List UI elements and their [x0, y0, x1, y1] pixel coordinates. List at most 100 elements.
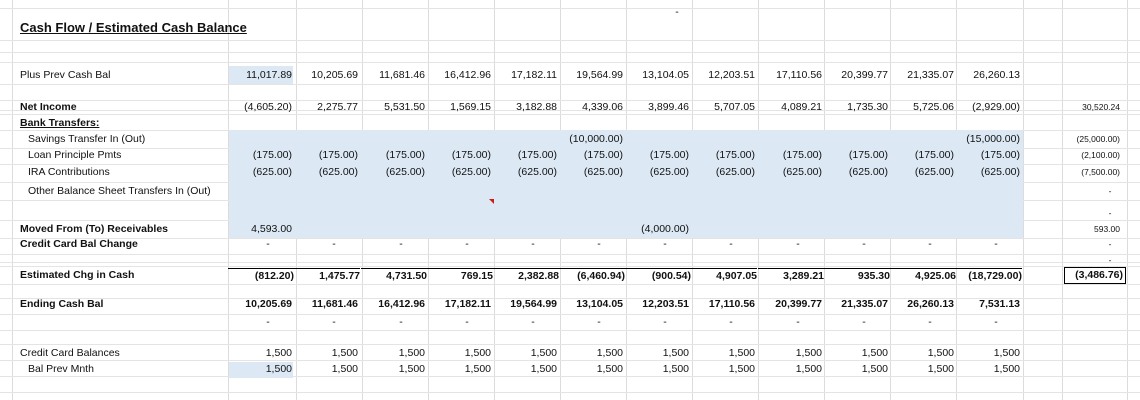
total-loan-principle[interactable]: (2,100.00)	[1081, 150, 1120, 160]
cell-prev-cash-bal-m1[interactable]: 11,017.89	[246, 69, 292, 81]
cell-ending-cash-m9[interactable]: 20,399.77	[775, 298, 822, 310]
cell-loan-principle-m8[interactable]: (175.00)	[715, 149, 755, 161]
cell-net-income-m3[interactable]: 5,531.50	[384, 101, 425, 113]
cell-cc-balances-m3[interactable]: 1,500	[398, 347, 425, 359]
cell-est-chg-cash-m9[interactable]: 3,289.21	[758, 268, 824, 284]
cell-cc-bal-change-m9[interactable]: -	[796, 238, 800, 250]
cell-ending-cash-m2[interactable]: 11,681.46	[311, 298, 358, 310]
cell-ira-m10[interactable]: (625.00)	[848, 166, 888, 178]
cell-ending-cash-m1[interactable]: 10,205.69	[245, 298, 292, 310]
cell-cc-balances-m5[interactable]: 1,500	[530, 347, 557, 359]
cell-dash-row-m6[interactable]: -	[597, 316, 601, 328]
cell-est-chg-cash-m12[interactable]: (18,729.00)	[956, 268, 1022, 284]
cell-prev-cash-bal-m3[interactable]: 11,681.46	[379, 69, 425, 81]
cell-ending-cash-m12[interactable]: 7,531.13	[979, 298, 1020, 310]
cell-prev-cash-bal-m12[interactable]: 26,260.13	[973, 69, 1020, 81]
cell-cc-bal-change-m5[interactable]: -	[531, 238, 535, 250]
cell-cc-bal-change-m1[interactable]: -	[266, 238, 270, 250]
cell-net-income-m2[interactable]: 2,275.77	[317, 101, 358, 113]
cell-net-income-m12[interactable]: (2,929.00)	[972, 101, 1020, 113]
cell-cc-balances-m12[interactable]: 1,500	[993, 347, 1020, 359]
cell-dash-row-m10[interactable]: -	[862, 316, 866, 328]
cell-cc-bal-change-m8[interactable]: -	[729, 238, 733, 250]
cell-net-income-m4[interactable]: 1,569.15	[450, 101, 491, 113]
cell-bal-prev-mnth-m10[interactable]: 1,500	[861, 363, 888, 375]
cell-ending-cash-m4[interactable]: 17,182.11	[444, 298, 491, 310]
cell-net-income-m9[interactable]: 4,089.21	[781, 101, 822, 113]
cell-loan-principle-m10[interactable]: (175.00)	[848, 149, 888, 161]
total-other-bs[interactable]: -	[1108, 186, 1112, 196]
cell-ira-m11[interactable]: (625.00)	[914, 166, 954, 178]
cell-cc-bal-change-m10[interactable]: -	[862, 238, 866, 250]
cell-cc-bal-change-m11[interactable]: -	[928, 238, 932, 250]
cell-dash-row-m1[interactable]: -	[266, 316, 270, 328]
total-cc-bal-change[interactable]: -	[1108, 239, 1112, 249]
cell-loan-principle-m1[interactable]: (175.00)	[252, 149, 292, 161]
cell-loan-principle-m6[interactable]: (175.00)	[583, 149, 623, 161]
cell-loan-principle-m4[interactable]: (175.00)	[451, 149, 491, 161]
cell-cc-bal-change-m3[interactable]: -	[399, 238, 403, 250]
total-est-chg-cash[interactable]: (3,486.76)	[1064, 267, 1126, 284]
cell-ending-cash-m3[interactable]: 16,412.96	[378, 298, 425, 310]
cell-ira-m2[interactable]: (625.00)	[318, 166, 358, 178]
cell-ira-m7[interactable]: (625.00)	[649, 166, 689, 178]
cell-ending-cash-m6[interactable]: 13,104.05	[576, 298, 623, 310]
cell-est-chg-cash-m10[interactable]: 935.30	[824, 268, 890, 284]
cell-ira-m8[interactable]: (625.00)	[715, 166, 755, 178]
cell-cc-balances-m11[interactable]: 1,500	[927, 347, 954, 359]
cell-loan-principle-m2[interactable]: (175.00)	[318, 149, 358, 161]
cell-bal-prev-mnth-m8[interactable]: 1,500	[728, 363, 755, 375]
cell-net-income-m10[interactable]: 1,735.30	[847, 101, 888, 113]
cell-prev-cash-bal-m7[interactable]: 13,104.05	[642, 69, 689, 81]
cell-net-income-m5[interactable]: 3,182.88	[516, 101, 557, 113]
cell-dash-row-m12[interactable]: -	[994, 316, 998, 328]
cell-est-chg-cash-m2[interactable]: 1,475.77	[294, 268, 360, 284]
cell-net-income-m11[interactable]: 5,725.06	[913, 101, 954, 113]
cell-est-chg-cash-m6[interactable]: (6,460.94)	[559, 268, 625, 284]
cell-ending-cash-m8[interactable]: 17,110.56	[708, 298, 755, 310]
cell-est-chg-cash-m4[interactable]: 769.15	[427, 268, 493, 284]
cell-prev-cash-bal-m9[interactable]: 17,110.56	[776, 69, 822, 81]
cell-ending-cash-m11[interactable]: 26,260.13	[907, 298, 954, 310]
cell-bal-prev-mnth-m7[interactable]: 1,500	[662, 363, 689, 375]
cell-prev-cash-bal-m10[interactable]: 20,399.77	[841, 69, 888, 81]
cell-dash-row-m4[interactable]: -	[465, 316, 469, 328]
cell-moved-receivables-m7[interactable]: (4,000.00)	[641, 223, 689, 235]
cell-bal-prev-mnth-m1[interactable]: 1,500	[265, 363, 292, 375]
cell-bal-prev-mnth-m6[interactable]: 1,500	[596, 363, 623, 375]
cell-cc-balances-m10[interactable]: 1,500	[861, 347, 888, 359]
cell-ira-m1[interactable]: (625.00)	[252, 166, 292, 178]
cell-net-income-m8[interactable]: 5,707.05	[714, 101, 755, 113]
cell-bal-prev-mnth-m3[interactable]: 1,500	[398, 363, 425, 375]
cell-cc-bal-change-m12[interactable]: -	[994, 238, 998, 250]
cell-est-chg-cash-m1[interactable]: (812.20)	[228, 268, 294, 284]
cell-prev-cash-bal-m6[interactable]: 19,564.99	[576, 69, 623, 81]
cell-ira-m6[interactable]: (625.00)	[583, 166, 623, 178]
cell-cc-balances-m6[interactable]: 1,500	[596, 347, 623, 359]
cell-dash-row-m9[interactable]: -	[796, 316, 800, 328]
cell-cc-bal-change-m6[interactable]: -	[597, 238, 601, 250]
cell-bal-prev-mnth-m2[interactable]: 1,500	[331, 363, 358, 375]
cell-cc-balances-m9[interactable]: 1,500	[795, 347, 822, 359]
cell-est-chg-cash-m11[interactable]: 4,925.06	[890, 268, 956, 284]
cell-bal-prev-mnth-m9[interactable]: 1,500	[795, 363, 822, 375]
cell-cc-balances-m4[interactable]: 1,500	[464, 347, 491, 359]
cell-bal-prev-mnth-m11[interactable]: 1,500	[927, 363, 954, 375]
cell-ira-m5[interactable]: (625.00)	[517, 166, 557, 178]
cell-ending-cash-m5[interactable]: 19,564.99	[510, 298, 557, 310]
cell-ira-m3[interactable]: (625.00)	[385, 166, 425, 178]
cell-ira-m9[interactable]: (625.00)	[782, 166, 822, 178]
cell-loan-principle-m3[interactable]: (175.00)	[385, 149, 425, 161]
cell-loan-principle-m12[interactable]: (175.00)	[980, 149, 1020, 161]
cell-dash-row-m8[interactable]: -	[729, 316, 733, 328]
cell-prev-cash-bal-m5[interactable]: 17,182.11	[511, 69, 557, 81]
cell-est-chg-cash-m5[interactable]: 2,382.88	[493, 268, 559, 284]
cell-cc-balances-m1[interactable]: 1,500	[265, 347, 292, 359]
cell-ending-cash-m7[interactable]: 12,203.51	[642, 298, 689, 310]
total-moved-receivables[interactable]: 593.00	[1094, 224, 1120, 234]
cell-cc-bal-change-m7[interactable]: -	[663, 238, 667, 250]
cell-bal-prev-mnth-m12[interactable]: 1,500	[993, 363, 1020, 375]
cell-dash-row-m2[interactable]: -	[332, 316, 336, 328]
cell-dash-row-m5[interactable]: -	[531, 316, 535, 328]
total-ira[interactable]: (7,500.00)	[1081, 167, 1120, 177]
